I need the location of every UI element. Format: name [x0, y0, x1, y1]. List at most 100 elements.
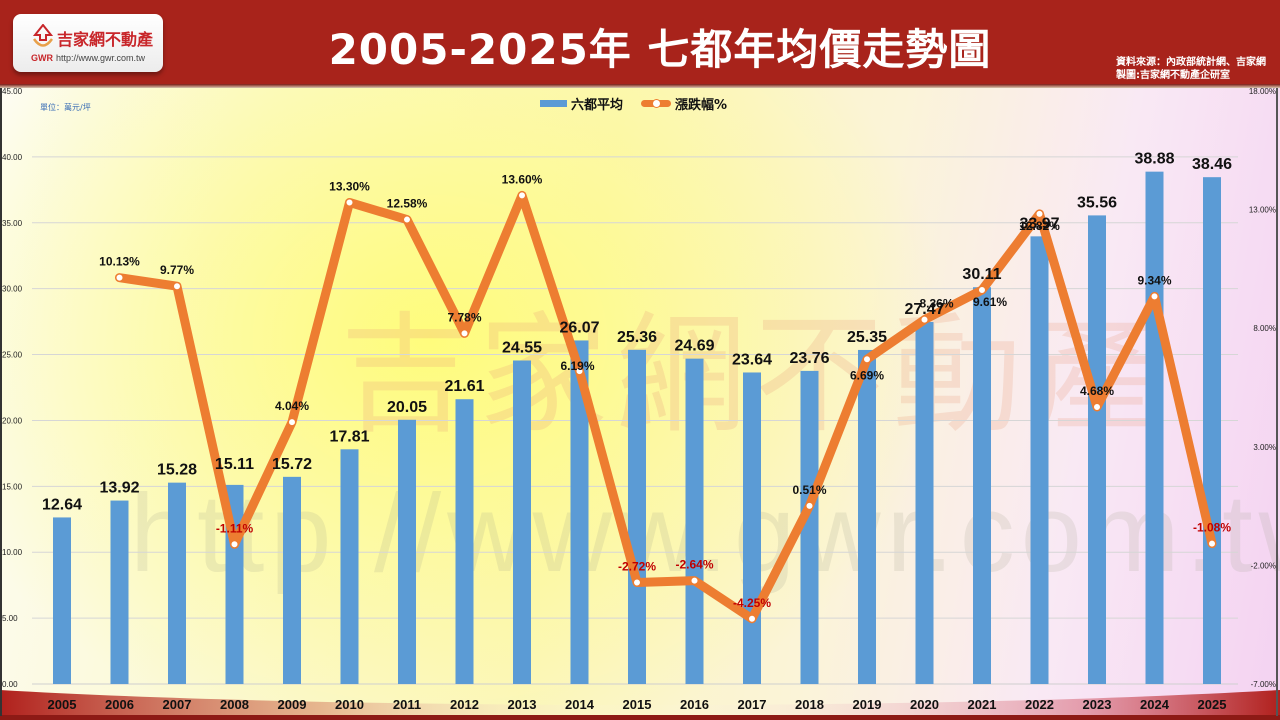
percent-change-label: -2.72%	[618, 559, 656, 573]
line-point	[863, 355, 871, 364]
x-axis-year-label: 2021	[968, 697, 997, 712]
x-axis-year-label: 2014	[565, 697, 595, 712]
line-point	[115, 273, 124, 282]
logo-name: 吉家網不動產	[57, 30, 154, 49]
left-axis-tick-label: 40.00	[2, 153, 23, 162]
percent-change-label: 9.34%	[1137, 273, 1171, 287]
line-point	[230, 540, 239, 549]
percent-change-label: 13.30%	[329, 179, 370, 193]
bar-value-label: 38.88	[1134, 151, 1174, 168]
percent-change-label: 4.68%	[1080, 384, 1114, 398]
logo-abbr: GWR	[31, 53, 53, 63]
bottom-swoosh-decoration	[0, 690, 1280, 720]
line-series	[115, 190, 1217, 624]
bar-value-label: 17.81	[329, 428, 369, 445]
logo-house-icon	[32, 24, 54, 47]
left-axis-tick-label: 25.00	[2, 351, 23, 360]
bar-value-label: 13.92	[99, 480, 139, 497]
bar-value-label: 15.72	[272, 456, 312, 473]
x-axis-year-label: 2022	[1025, 697, 1054, 712]
bar-value-label: 20.05	[387, 399, 427, 416]
line-point	[288, 418, 296, 427]
left-axis-tick-label: 20.00	[2, 416, 23, 425]
bar	[398, 419, 416, 684]
x-axis-year-label: 2009	[278, 697, 307, 712]
bar-value-label: 38.46	[1192, 156, 1232, 173]
line-point	[805, 501, 814, 510]
line-point	[978, 286, 986, 295]
bar-value-label: 15.28	[157, 462, 197, 479]
line-point	[173, 282, 181, 291]
line-point	[1093, 402, 1101, 411]
bar	[1088, 215, 1106, 684]
legend-line-label: 漲跌幅%	[675, 97, 728, 113]
bar	[283, 476, 301, 684]
right-axis-tick-label: 8.00%	[1253, 324, 1276, 333]
bar-value-label: 12.64	[42, 496, 82, 513]
line-point	[345, 198, 354, 207]
source-note: 資料來源：內政部統計網、吉家網 製圖:吉家網不動產企研室	[1116, 56, 1266, 82]
bar-value-label: 27.47	[904, 301, 944, 318]
bar	[110, 500, 129, 684]
percent-change-label: 12.58%	[387, 197, 428, 211]
x-axis-year-label: 2012	[450, 697, 479, 712]
x-axis-year-label: 2025	[1198, 697, 1227, 712]
right-axis-tick-label: 18.00%	[1249, 87, 1276, 96]
x-axis-year-label: 2024	[1140, 697, 1170, 712]
legend: 六都平均 漲跌幅%	[540, 94, 745, 113]
x-axis-year-label: 2018	[795, 697, 824, 712]
x-axis-year-label: 2005	[48, 697, 77, 712]
bar	[1145, 171, 1164, 684]
header-bar: 吉家網不動產 GWR http://www.gwr.com.tw 2005-20…	[0, 0, 1280, 86]
left-axis-tick-label: 15.00	[2, 482, 23, 491]
bar-value-label: 35.56	[1077, 194, 1117, 211]
line-point	[403, 215, 411, 224]
chart-title: 2005-2025年 七都年均價走勢圖	[328, 25, 992, 74]
percent-change-label: 0.51%	[792, 483, 826, 497]
percent-change-label: 6.69%	[850, 368, 884, 382]
x-axis-year-label: 2010	[335, 697, 364, 712]
bar-labels: 12.64 13.92 15.28 15.11 15.72 17.81 20.05 21.61…	[42, 151, 1232, 514]
percent-change-label: -1.11%	[216, 521, 254, 535]
bar	[1203, 177, 1221, 684]
bar	[513, 360, 531, 684]
x-axis-year-label: 2016	[680, 697, 709, 712]
bar	[915, 322, 934, 684]
percent-change-label: 13.60%	[502, 172, 543, 186]
bar	[628, 349, 646, 684]
percent-change-label: -1.08%	[1193, 521, 1231, 535]
bar	[1030, 236, 1049, 684]
legend-item-bar: 六都平均	[540, 94, 623, 113]
x-axis-year-label: 2015	[623, 697, 652, 712]
right-axis-tick-label: 13.00%	[1249, 206, 1276, 215]
right-axis-ticks: -7.00% -2.00% 3.00% 8.00% 13.00% 18.00%	[1249, 87, 1276, 689]
left-axis-tick-label: 0.00	[2, 680, 18, 689]
x-axis-year-label: 2017	[738, 697, 767, 712]
percent-change-label: -2.64%	[675, 558, 713, 572]
bar-value-label: 30.11	[962, 266, 1001, 283]
legend-bar-swatch	[540, 99, 567, 107]
unit-label: 單位：萬元/坪	[40, 103, 91, 112]
x-axis-year-label: 2007	[163, 697, 192, 712]
percent-change-label: 8.36%	[919, 297, 953, 311]
bar-value-label: 24.69	[674, 338, 714, 355]
right-axis-tick-label: -2.00%	[1251, 561, 1276, 570]
right-axis-tick-label: 3.00%	[1253, 443, 1276, 452]
line-point	[690, 576, 699, 585]
header-divider	[0, 84, 1280, 88]
bar	[340, 449, 359, 684]
bar	[973, 287, 991, 684]
x-axis-year-label: 2006	[105, 697, 134, 712]
percent-change-label: 10.13%	[99, 255, 140, 269]
line-point	[920, 315, 929, 324]
percent-change-label: -4.25%	[733, 596, 771, 610]
left-axis-tick-label: 35.00	[2, 219, 23, 228]
percent-change-label: 7.78%	[447, 310, 481, 324]
percent-change-label: 4.04%	[275, 399, 309, 413]
bar-value-label: 25.36	[617, 329, 657, 346]
bar	[743, 372, 761, 684]
legend-bar-label: 六都平均	[571, 97, 624, 113]
bar	[53, 517, 71, 684]
bar-value-label: 23.76	[789, 350, 829, 367]
